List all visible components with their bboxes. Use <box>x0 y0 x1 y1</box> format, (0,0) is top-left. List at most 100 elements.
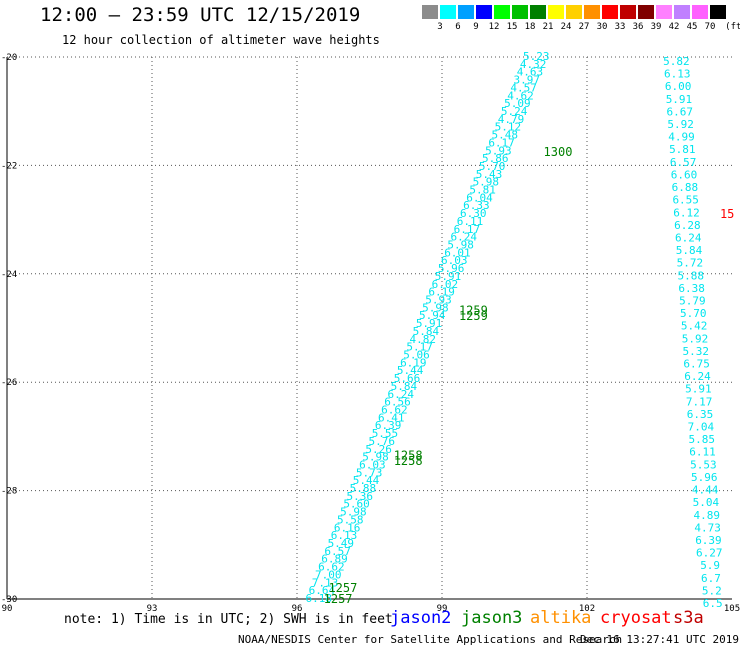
swh-label-track2: 5.96 <box>691 471 718 484</box>
swh-label-track1: 5.36 <box>346 490 373 503</box>
swh-label-track2: 5.92 <box>682 332 709 345</box>
swh-label-track1: 5.66 <box>394 372 421 385</box>
swh-label-track1: 5.70 <box>479 160 506 173</box>
swh-label-track2: 5.91 <box>666 93 693 106</box>
y-tick-label: -20 <box>1 53 17 63</box>
x-tick-label: 93 <box>147 604 158 614</box>
colorbar-label: 3 <box>437 22 443 32</box>
swh-label-track1: 6.03 <box>359 458 386 471</box>
swh-label-track1: 5.60 <box>343 498 370 511</box>
swh-label-track2: 5.32 <box>683 345 710 358</box>
swh-label-track1: 5.73 <box>356 466 383 479</box>
swh-label-track1: 5.98 <box>473 176 500 189</box>
swh-label-track1: 6.01 <box>444 246 471 259</box>
swh-label-track2: 6.39 <box>695 534 722 547</box>
swh-label-track2: 6.60 <box>671 168 698 181</box>
swh-label-track2: 5.2 <box>702 584 722 597</box>
swh-label-track1: 5.98 <box>422 301 449 314</box>
colorbar-label: 12 <box>488 22 500 32</box>
colorbar-swatch <box>440 5 456 19</box>
chart-title: 12:00 – 23:59 UTC 12/15/2019 <box>40 4 361 26</box>
swh-label-track1: 5.23 <box>523 50 550 63</box>
colorbar-label: 6 <box>455 22 461 32</box>
swh-label-track2: 5.79 <box>679 294 706 307</box>
y-tick-label: -24 <box>1 270 17 280</box>
colorbar-label: 70 <box>704 22 716 32</box>
swh-label-track1: 5.88 <box>350 482 377 495</box>
colorbar-label: 36 <box>632 22 644 32</box>
swh-label-track1: 5.93 <box>425 294 452 307</box>
swh-label-track2: 6.5 <box>703 597 723 610</box>
colorbar-label: 39 <box>650 22 662 32</box>
colorbar-label: 33 <box>614 22 626 32</box>
swh-label-track1: 5.24 <box>501 105 528 118</box>
swh-label-track1: 5.55 <box>372 427 399 440</box>
swh-label-track2: 5.84 <box>676 244 703 257</box>
colorbar-label: 27 <box>578 22 590 32</box>
swh-label-track2: 6.00 <box>665 80 692 93</box>
swh-label-track1: 5.44 <box>353 474 380 487</box>
swh-label-track1: 6.13 <box>331 529 358 542</box>
swh-label-track1: 6.19 <box>400 356 427 369</box>
swh-label-track1: 5.98 <box>340 506 367 519</box>
swh-label-track2: 6.12 <box>673 206 700 219</box>
swh-label-track2: 7.04 <box>688 421 715 434</box>
colorbar-swatch <box>602 5 618 19</box>
swh-label-track2: 6.24 <box>684 370 711 383</box>
time-annotation: 1257 <box>324 592 353 606</box>
swh-label-track1: 5.98 <box>362 451 389 464</box>
swh-label-track1: 4.32 <box>520 58 547 71</box>
swh-label-track1: 6.19 <box>428 286 455 299</box>
swh-label-track2: 7.17 <box>686 395 713 408</box>
swh-label-track2: 6.55 <box>672 194 699 207</box>
swh-label-track1: 5.86 <box>482 152 509 165</box>
generated-timestamp: Dec 16 13:27:41 UTC 2019 <box>580 633 739 646</box>
time-annotation: 1258 <box>394 454 423 468</box>
swh-label-track2: 4.99 <box>668 131 695 144</box>
swh-label-track1: 6.18 <box>306 592 333 605</box>
swh-label-track1: 5.06 <box>403 348 430 361</box>
y-tick-label: -26 <box>1 378 17 388</box>
swh-label-track1: 4.62 <box>507 89 534 102</box>
swh-label-track2: 4.89 <box>694 509 721 522</box>
swh-label-track2: 5.9 <box>700 559 720 572</box>
colorbar-label: 15 <box>506 22 518 32</box>
swh-label-track1: 4.79 <box>498 113 525 126</box>
swh-label-track2: 6.13 <box>664 68 691 81</box>
satellite-label-s3a: s3a <box>673 608 704 628</box>
swh-label-track1: 6.04 <box>466 191 493 204</box>
swh-label-track2: 5.91 <box>685 383 712 396</box>
colorbar-swatch <box>422 5 438 19</box>
colorbar-swatch <box>674 5 690 19</box>
swh-label-track1: 4.57 <box>510 81 537 94</box>
swh-label-track1: 5.09 <box>504 97 531 110</box>
x-tick-label: 90 <box>2 604 13 614</box>
swh-label-track1: 5.98 <box>447 239 474 252</box>
footnote: note: 1) Time is in UTC; 2) SWH is in fe… <box>64 612 393 627</box>
swh-label-track1: 4.82 <box>410 333 437 346</box>
swh-label-track1: 5.48 <box>491 129 518 142</box>
swh-label-track2: 5.42 <box>681 320 708 333</box>
swh-label-track1: 6.30 <box>460 207 487 220</box>
time-annotation: 1300 <box>544 145 573 159</box>
time-annotation: 1258 <box>394 448 423 462</box>
swh-label-track1: 5.84 <box>391 380 418 393</box>
time-annotation: 1259 <box>459 304 488 318</box>
swh-label-track1: 6.56 <box>384 396 411 409</box>
satellite-label-cryosat: cryosat <box>600 608 672 628</box>
satellite-label-jason3: jason3 <box>461 608 523 628</box>
swh-label-track2: 5.81 <box>669 143 696 156</box>
swh-label-track1: 5.44 <box>397 364 424 377</box>
swh-label-track2: 5.53 <box>690 458 717 471</box>
colorbar-unit: (ft) <box>725 22 740 32</box>
x-tick-label: 96 <box>292 604 303 614</box>
colorbar-swatch <box>458 5 474 19</box>
swh-label-track1: 6.41 <box>378 411 405 424</box>
swh-label-track1: 5.76 <box>369 435 396 448</box>
swh-label-track1: 5.12 <box>495 121 522 134</box>
swh-label-track2: 5.82 <box>663 55 690 68</box>
swh-label-track1: 5.91 <box>416 317 443 330</box>
swh-label-track2: 5.72 <box>677 257 704 270</box>
